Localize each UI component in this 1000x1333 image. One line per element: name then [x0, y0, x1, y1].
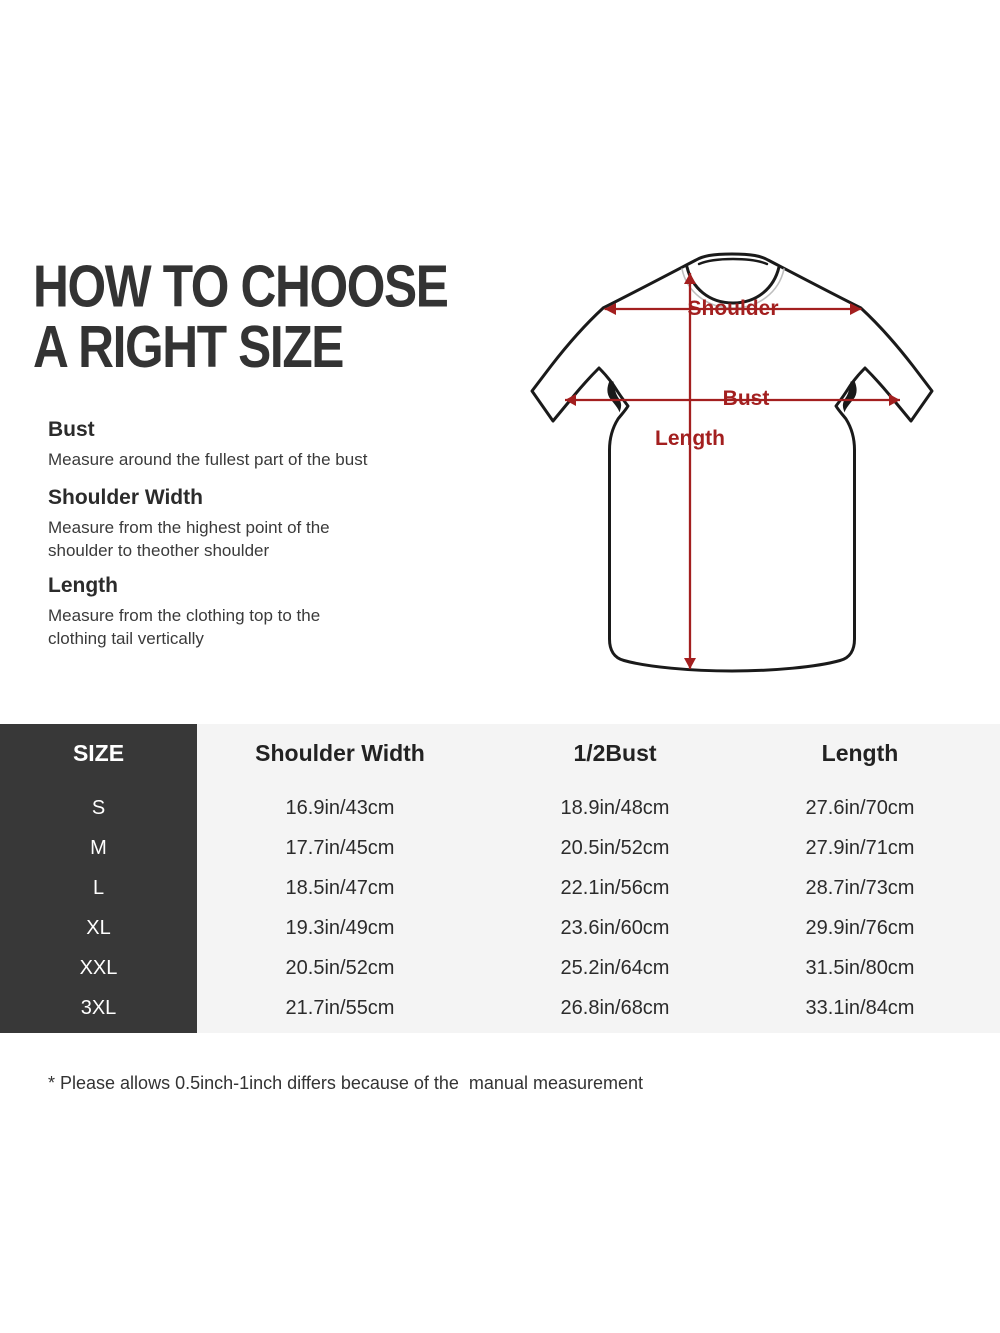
svg-text:Bust: Bust [723, 387, 770, 410]
svg-text:Shoulder: Shoulder [687, 297, 778, 320]
svg-text:Length: Length [655, 427, 725, 450]
